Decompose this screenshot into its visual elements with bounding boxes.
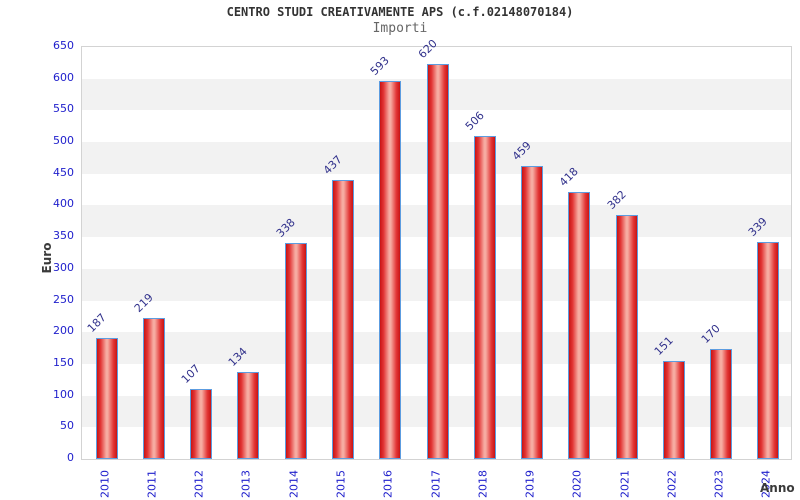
x-tick-label-text: 2011 [145,470,159,498]
x-tick-label: 2016 [380,462,396,500]
bar-2012 [190,389,213,459]
chart-subtitle: Importi [372,21,428,36]
y-tick-label: 400 [53,197,74,211]
y-tick-label: 500 [53,134,74,148]
x-axis-label: Anno [760,481,795,495]
bar-2022 [662,361,685,459]
y-tick-label: 100 [53,387,74,401]
x-tick-label-text: 2019 [523,470,537,498]
bar-2018 [473,136,496,459]
x-tick-label-text: 2015 [334,470,348,498]
x-tick-label-text: 2013 [239,470,253,498]
bar-2014 [284,242,307,459]
bar-2015 [331,180,354,459]
y-tick-label: 0 [67,451,74,464]
x-tick-label: 2010 [97,462,113,500]
bar-value-label: 620 [415,36,440,62]
x-tick-label-text: 2021 [618,470,632,498]
y-tick-label: 300 [53,260,74,274]
bar-2010 [95,338,118,459]
bar-2011 [142,318,165,459]
chart-title: CENTRO STUDI CREATIVAMENTE APS (c.f.0214… [226,5,574,19]
x-tick-label-text: 2012 [192,470,206,498]
x-tick-label-text: 2022 [665,470,679,498]
x-tick-label: 2019 [522,462,538,500]
y-tick-label: 550 [53,102,74,116]
x-tick-label-text: 2017 [429,470,442,498]
bar-2023 [710,349,733,459]
x-tick-label: 2011 [144,462,160,500]
bar-2016 [379,81,402,459]
x-tick-label-text: 2014 [287,470,301,498]
x-tick-label: 2023 [711,462,727,500]
x-tick-label-text: 2020 [570,470,584,498]
bar-value-label: 593 [368,54,393,79]
x-tick-label: 2013 [238,462,254,500]
bar-value-label: 107 [178,362,204,387]
x-tick-label-text: 2018 [476,470,490,498]
y-tick-label: 600 [53,70,74,84]
x-tick-label: 2018 [475,462,491,500]
plot-area: 187 219 107 134 338 437 593 620 506 459 418 382 151 1… [81,37,792,460]
x-tick-label: 2014 [286,462,302,500]
y-tick-label: 650 [53,39,74,52]
x-tick-label: 2022 [664,462,680,500]
bar-2024 [757,242,780,459]
x-tick-label: 2021 [617,462,633,500]
y-tick-label: 450 [53,165,74,179]
bar-2021 [615,214,638,459]
x-tick-label: 2015 [333,462,349,500]
y-tick-label: 50 [60,419,74,433]
x-tick-label: 2017 [428,462,444,500]
bar-2017 [426,64,449,459]
x-tick-label: 2012 [191,462,207,500]
y-tick-label: 150 [53,355,74,369]
bar-2013 [237,372,260,459]
x-tick-label-text: 2023 [712,470,726,498]
y-tick-label: 350 [53,229,74,243]
x-tick-label: 2020 [569,462,585,500]
x-tick-label-text: 2010 [98,470,112,498]
bar-value-label: 506 [462,109,487,134]
bar-2019 [521,166,544,459]
x-tick-label-text: 2016 [381,470,395,498]
y-tick-label: 250 [53,292,74,306]
y-tick-label: 200 [53,324,74,338]
bar-2020 [568,192,591,459]
